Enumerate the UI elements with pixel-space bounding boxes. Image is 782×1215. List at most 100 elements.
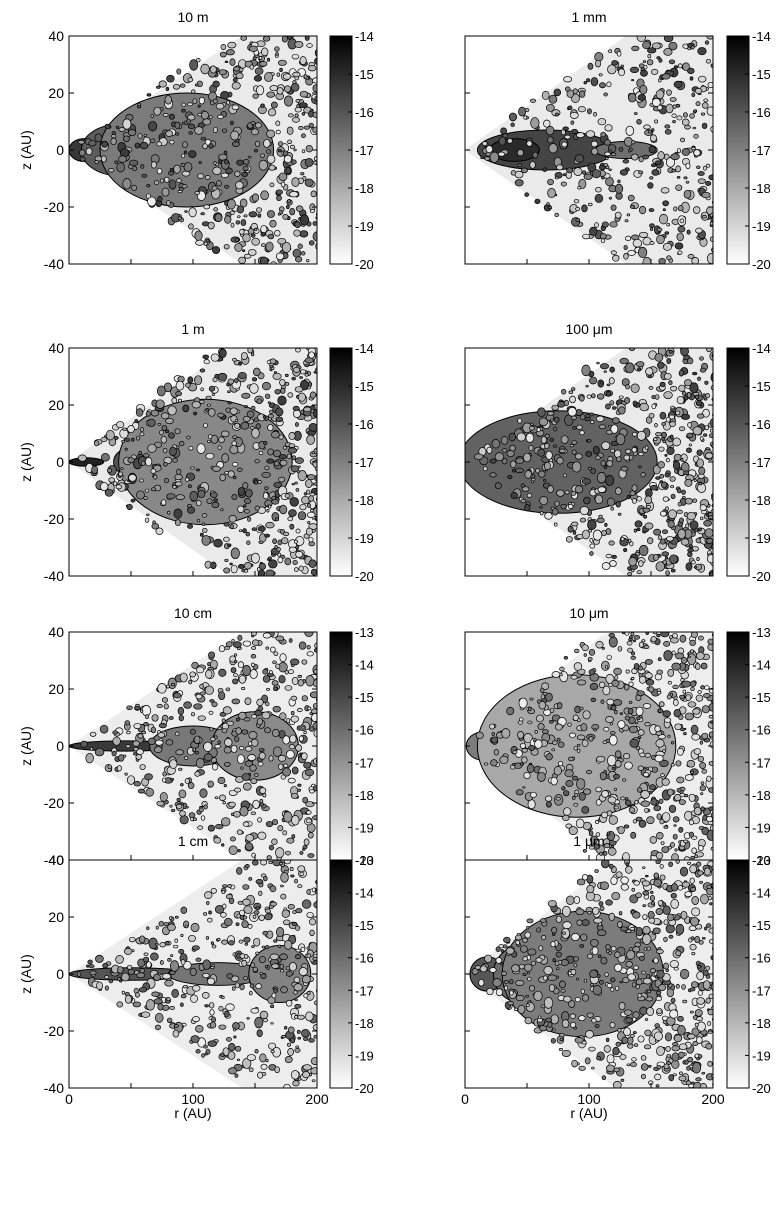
panel-title: 1 m [181, 321, 204, 337]
density-clump [519, 742, 527, 749]
density-clump [635, 892, 642, 899]
x-tick-label: 100 [577, 1091, 601, 1107]
density-clump [705, 181, 712, 186]
density-clump [254, 459, 260, 464]
density-clump [562, 814, 570, 822]
density-clump [269, 219, 277, 228]
density-clump [221, 128, 228, 133]
density-clump [666, 1054, 672, 1058]
density-clump [268, 164, 276, 171]
density-clump [613, 1067, 620, 1073]
density-clump [159, 429, 164, 436]
density-clump [135, 435, 141, 441]
density-clump [610, 876, 618, 885]
density-clump [264, 393, 271, 399]
density-clump [269, 901, 278, 907]
density-clump [252, 639, 260, 646]
density-clump [205, 669, 213, 679]
density-clump [223, 522, 230, 527]
density-clump [294, 422, 299, 427]
density-clump [514, 934, 523, 941]
density-clump [700, 516, 704, 521]
density-clump [220, 817, 231, 827]
density-clump [127, 425, 135, 434]
density-clump [188, 131, 193, 135]
density-clump [188, 207, 197, 218]
density-clump [608, 912, 616, 921]
density-clump [206, 977, 215, 986]
density-clump [174, 428, 181, 435]
density-clump [664, 372, 672, 380]
density-clump [709, 571, 713, 576]
density-clump [691, 847, 697, 854]
density-clump [561, 905, 571, 917]
density-clump [676, 148, 682, 154]
density-clump [640, 800, 651, 807]
density-clump [551, 671, 561, 678]
density-clump [270, 1004, 275, 1009]
density-clump [553, 416, 560, 423]
density-clump [625, 669, 630, 674]
density-clump [266, 129, 276, 139]
density-clump [202, 354, 210, 360]
density-clump [207, 780, 214, 788]
density-clump [301, 1028, 310, 1038]
density-clump [270, 101, 278, 109]
density-clump [684, 774, 694, 781]
density-clump [277, 59, 287, 66]
density-clump [221, 939, 229, 945]
density-clump [263, 440, 268, 445]
density-clump [184, 778, 190, 784]
density-clump [150, 952, 159, 961]
density-clump [696, 413, 705, 419]
density-clump [207, 1040, 217, 1047]
density-clump [590, 982, 594, 987]
density-clump [587, 953, 593, 959]
density-clump [683, 176, 688, 180]
density-clump [564, 86, 571, 92]
density-clump [157, 732, 166, 738]
density-clump [273, 989, 279, 993]
density-clump [696, 971, 705, 981]
density-clump [306, 991, 311, 996]
density-clump [569, 395, 576, 404]
y-tick-label: 0 [56, 738, 64, 754]
density-clump [676, 747, 684, 756]
density-clump [615, 500, 621, 508]
density-clump [266, 509, 270, 513]
colorbar-tick-label: -15 [355, 690, 374, 705]
density-clump [604, 124, 613, 132]
density-clump [654, 160, 662, 166]
density-clump [697, 527, 702, 532]
density-clump [259, 956, 266, 964]
density-clump [489, 967, 497, 973]
density-clump [145, 999, 155, 1011]
density-clump [156, 703, 163, 709]
density-clump [224, 761, 231, 767]
density-clump [635, 984, 640, 990]
density-clump [303, 1036, 308, 1042]
density-clump [313, 901, 317, 909]
density-clump [560, 388, 567, 395]
density-clump [632, 1016, 637, 1022]
density-clump [188, 223, 194, 230]
density-clump [595, 187, 602, 193]
density-clump [288, 432, 296, 440]
density-clump [701, 705, 710, 714]
density-clump [290, 144, 295, 150]
density-clump [289, 191, 299, 198]
colorbar-tick-label: -18 [355, 1016, 374, 1031]
density-clump [209, 1021, 217, 1029]
density-clump [169, 1006, 175, 1010]
density-clump [204, 175, 211, 180]
density-clump [529, 697, 534, 701]
density-clump [177, 216, 182, 221]
density-clump [237, 486, 246, 496]
density-clump [555, 951, 562, 958]
density-clump [586, 78, 591, 83]
density-clump [655, 851, 664, 860]
density-clump [284, 1025, 288, 1030]
density-clump [584, 1057, 591, 1065]
density-clump [697, 376, 702, 381]
